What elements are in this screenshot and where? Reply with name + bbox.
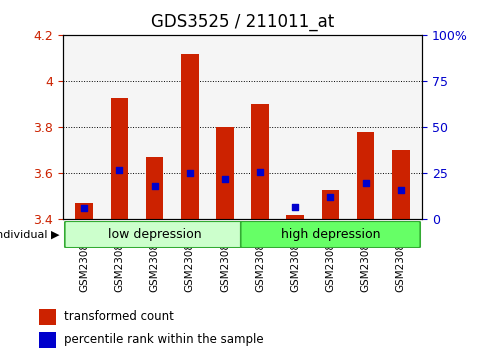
Bar	[39, 309, 56, 325]
Point	[396, 187, 404, 193]
FancyBboxPatch shape	[65, 221, 244, 248]
Bar	[216, 127, 233, 219]
Bar	[251, 104, 268, 219]
Point	[115, 167, 123, 173]
Text: individual ▶: individual ▶	[0, 229, 60, 240]
Bar	[75, 203, 93, 219]
Point	[80, 206, 88, 211]
Point	[361, 180, 369, 185]
Text: transformed count: transformed count	[64, 310, 174, 323]
Text: high depression: high depression	[280, 228, 379, 241]
Point	[291, 204, 299, 210]
Bar	[145, 157, 163, 219]
Title: GDS3525 / 211011_at: GDS3525 / 211011_at	[151, 13, 333, 32]
Text: low depression: low depression	[107, 228, 201, 241]
Point	[221, 176, 228, 182]
Bar	[39, 332, 56, 348]
FancyBboxPatch shape	[240, 221, 419, 248]
Point	[326, 195, 333, 200]
Bar	[356, 132, 374, 219]
Bar	[286, 215, 303, 219]
Bar	[181, 54, 198, 219]
Bar	[110, 97, 128, 219]
Point	[256, 169, 263, 175]
Text: percentile rank within the sample: percentile rank within the sample	[64, 333, 263, 346]
Point	[185, 171, 193, 176]
Point	[151, 183, 158, 189]
Bar	[321, 189, 339, 219]
Bar	[391, 150, 409, 219]
